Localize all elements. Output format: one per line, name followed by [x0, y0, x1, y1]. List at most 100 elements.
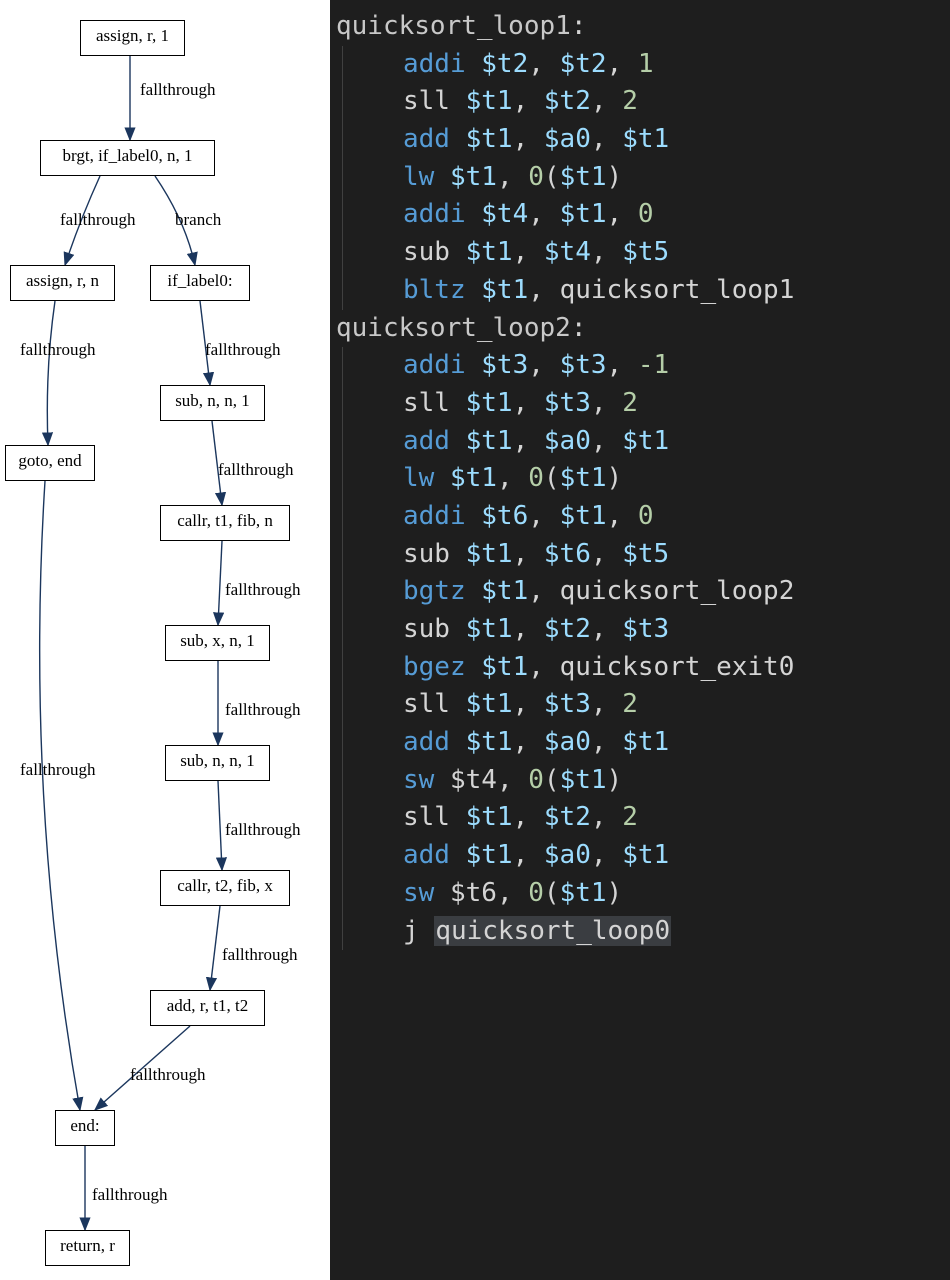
code-token: $a0: [544, 124, 591, 154]
code-token: $t1: [466, 539, 513, 569]
code-line[interactable]: add $t1, $a0, $t1: [342, 837, 950, 875]
code-token: ): [607, 463, 623, 493]
flowchart-edge-label: fallthrough: [92, 1185, 168, 1205]
flowchart-node: callr, t2, fib, x: [160, 870, 290, 906]
code-token: addi: [403, 49, 466, 79]
code-line[interactable]: addi $t2, $t2, 1: [342, 46, 950, 84]
code-line[interactable]: sll $t1, $t2, 2: [342, 83, 950, 121]
code-token: $t1: [560, 878, 607, 908]
code-token: ,: [528, 199, 559, 229]
flowchart-edge-label: fallthrough: [222, 945, 298, 965]
code-line[interactable]: sll $t1, $t3, 2: [342, 686, 950, 724]
code-token: ,: [528, 275, 559, 305]
code-token: $t1: [450, 162, 497, 192]
code-token: $t3: [544, 388, 591, 418]
code-token: ,: [528, 576, 559, 606]
code-token: 0: [638, 199, 654, 229]
code-line[interactable]: sll $t1, $t2, 2: [342, 799, 950, 837]
code-token: [434, 878, 450, 908]
code-line[interactable]: bgtz $t1, quicksort_loop2: [342, 573, 950, 611]
code-token: $t1: [481, 576, 528, 606]
code-token: [434, 463, 450, 493]
code-token: ,: [591, 426, 622, 456]
code-line[interactable]: sub $t1, $t4, $t5: [342, 234, 950, 272]
code-line[interactable]: quicksort_loop1:: [330, 8, 950, 46]
code-token: $t1: [466, 689, 513, 719]
flowchart-node: assign, r, n: [10, 265, 115, 301]
flowchart-node: brgt, if_label0, n, 1: [40, 140, 215, 176]
code-token: ,: [591, 388, 622, 418]
code-token: 2: [622, 802, 638, 832]
code-token: (: [544, 463, 560, 493]
code-line[interactable]: sub $t1, $t2, $t3: [342, 611, 950, 649]
code-token: $a0: [544, 727, 591, 757]
code-token: $t1: [560, 463, 607, 493]
code-token: ,: [591, 124, 622, 154]
code-token: 0: [528, 878, 544, 908]
code-token: $t1: [466, 86, 513, 116]
code-token: $t1: [560, 501, 607, 531]
code-token: ,: [528, 49, 559, 79]
code-token: $t1: [466, 388, 513, 418]
code-token: quicksort_loop2: [560, 576, 795, 606]
code-line[interactable]: lw $t1, 0($t1): [342, 460, 950, 498]
code-token: quicksort_exit0: [560, 652, 795, 682]
code-line[interactable]: addi $t6, $t1, 0: [342, 498, 950, 536]
code-token: $t1: [466, 840, 513, 870]
code-token: :: [571, 313, 587, 343]
code-token: $t6: [450, 878, 497, 908]
code-token: [450, 539, 466, 569]
flowchart-node: sub, x, n, 1: [165, 625, 270, 661]
code-token: [450, 426, 466, 456]
code-token: ,: [513, 539, 544, 569]
code-token: ,: [591, 727, 622, 757]
code-token: quicksort_loop1: [336, 11, 571, 41]
flowchart-edge-label: fallthrough: [60, 210, 136, 230]
code-line[interactable]: addi $t3, $t3, -1: [342, 347, 950, 385]
code-token: 0: [528, 162, 544, 192]
flowchart-node: end:: [55, 1110, 115, 1146]
code-line[interactable]: j quicksort_loop0: [342, 913, 950, 951]
code-line[interactable]: quicksort_loop2:: [330, 310, 950, 348]
code-line[interactable]: sw $t6, 0($t1): [342, 875, 950, 913]
code-token: 0: [528, 463, 544, 493]
flowchart-edge: [218, 781, 222, 870]
code-token: ,: [513, 86, 544, 116]
code-line[interactable]: bltz $t1, quicksort_loop1: [342, 272, 950, 310]
code-token: addi: [403, 199, 466, 229]
code-token: $t1: [450, 463, 497, 493]
flowchart-panel: assign, r, 1 brgt, if_label0, n, 1 assign,…: [0, 0, 330, 1280]
code-token: :: [571, 11, 587, 41]
code-line[interactable]: add $t1, $a0, $t1: [342, 121, 950, 159]
code-line[interactable]: sw $t4, 0($t1): [342, 762, 950, 800]
code-token: [450, 727, 466, 757]
code-token: ): [607, 878, 623, 908]
code-token: $t4: [544, 237, 591, 267]
code-token: -1: [638, 350, 669, 380]
code-token: $t3: [481, 350, 528, 380]
code-token: $t1: [622, 727, 669, 757]
code-token: $t1: [481, 275, 528, 305]
code-line[interactable]: sub $t1, $t6, $t5: [342, 536, 950, 574]
flowchart-node: assign, r, 1: [80, 20, 185, 56]
flowchart-edge: [40, 481, 80, 1110]
code-token: $t5: [622, 539, 669, 569]
code-token: quicksort_loop2: [336, 313, 571, 343]
code-token: lw: [403, 463, 434, 493]
code-line[interactable]: sll $t1, $t3, 2: [342, 385, 950, 423]
code-token: $t1: [622, 840, 669, 870]
code-token: $t1: [466, 614, 513, 644]
code-token: [450, 689, 466, 719]
code-token: [466, 501, 482, 531]
code-token: ,: [591, 840, 622, 870]
code-token: (: [544, 878, 560, 908]
code-line[interactable]: bgez $t1, quicksort_exit0: [342, 649, 950, 687]
code-line[interactable]: add $t1, $a0, $t1: [342, 423, 950, 461]
code-token: ,: [497, 463, 528, 493]
code-token: ,: [513, 426, 544, 456]
code-line[interactable]: addi $t4, $t1, 0: [342, 196, 950, 234]
code-line[interactable]: add $t1, $a0, $t1: [342, 724, 950, 762]
code-editor-panel: quicksort_loop1:addi $t2, $t2, 1sll $t1,…: [330, 0, 950, 1280]
code-line[interactable]: lw $t1, 0($t1): [342, 159, 950, 197]
code-token: lw: [403, 162, 434, 192]
